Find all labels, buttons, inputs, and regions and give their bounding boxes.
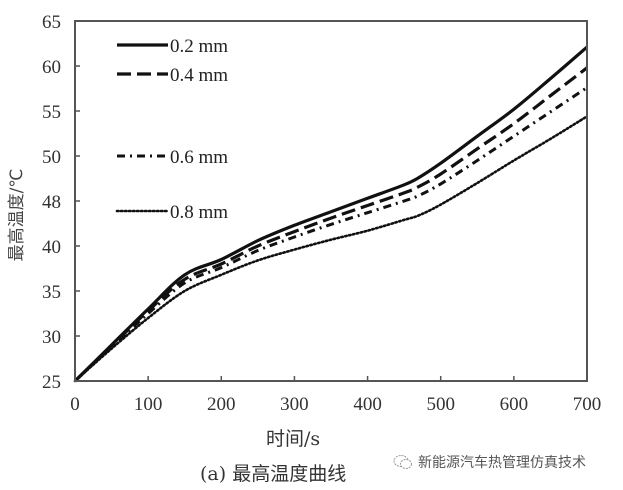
legend-label: 0.8 mm xyxy=(170,202,228,223)
x-tick-label: 100 xyxy=(134,394,163,415)
legend-label: 0.6 mm xyxy=(170,147,228,168)
y-tick-label: 65 xyxy=(42,12,61,33)
y-tick-label: 48 xyxy=(42,192,61,213)
watermark: 新能源汽车热管理仿真技术 xyxy=(393,452,586,472)
x-tick-label: 500 xyxy=(426,394,455,415)
x-axis-label: 时间/s xyxy=(266,428,321,450)
series-line-02 xyxy=(73,45,589,383)
y-tick-label: 40 xyxy=(42,237,61,258)
figure-caption: (a) 最高温度曲线 xyxy=(200,463,347,485)
y-tick-label: 60 xyxy=(42,57,61,78)
x-tick-label: 300 xyxy=(280,394,309,415)
x-tick-label: 700 xyxy=(573,394,602,415)
watermark-text: 新能源汽车热管理仿真技术 xyxy=(418,455,586,471)
plot-frame xyxy=(74,20,588,382)
series-line-04 xyxy=(73,66,588,383)
x-tick-label: 200 xyxy=(207,394,236,415)
x-tick-label: 0 xyxy=(70,394,80,415)
legend-label: 0.2 mm xyxy=(170,36,228,57)
y-tick-label: 50 xyxy=(42,147,61,168)
x-axis-ticks: 0 100 200 300 400 500 600 700 xyxy=(70,376,601,415)
series-line-08 xyxy=(73,115,589,383)
legend: 0.2 mm 0.4 mm 0.6 mm 0.8 mm xyxy=(115,36,228,223)
series-line-06 xyxy=(73,86,588,383)
x-tick-label: 400 xyxy=(353,394,382,415)
wechat-icon xyxy=(393,455,412,469)
chart-series xyxy=(73,45,589,383)
y-tick-label: 55 xyxy=(42,102,61,123)
y-tick-label: 25 xyxy=(42,372,61,393)
legend-label: 0.4 mm xyxy=(170,65,228,86)
y-axis-label: 最高温度/℃ xyxy=(7,169,27,262)
y-tick-label: 35 xyxy=(42,282,61,303)
x-tick-label: 600 xyxy=(500,394,529,415)
y-tick-label: 30 xyxy=(42,327,61,348)
